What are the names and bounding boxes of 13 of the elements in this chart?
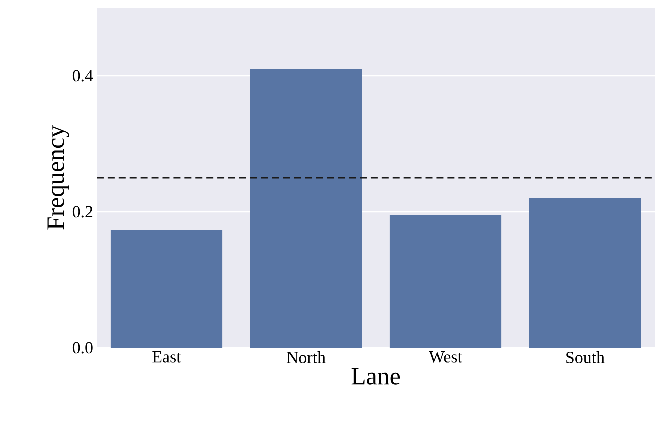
- y-tick-label: 0.0: [72, 342, 93, 354]
- y-tick-label: 0.2: [72, 206, 93, 218]
- x-tick-label: West: [429, 352, 462, 363]
- y-axis-title: Frequency: [48, 126, 70, 230]
- x-tick-label: North: [286, 352, 326, 364]
- x-tick-label: South: [566, 352, 605, 364]
- bar: [110, 230, 223, 348]
- y-tick-label: 0.4: [72, 70, 94, 82]
- x-tick-label: East: [152, 352, 182, 363]
- x-axis-title: Lane: [352, 368, 400, 385]
- bar: [390, 215, 502, 348]
- bar: [250, 69, 362, 348]
- bar: [529, 198, 642, 348]
